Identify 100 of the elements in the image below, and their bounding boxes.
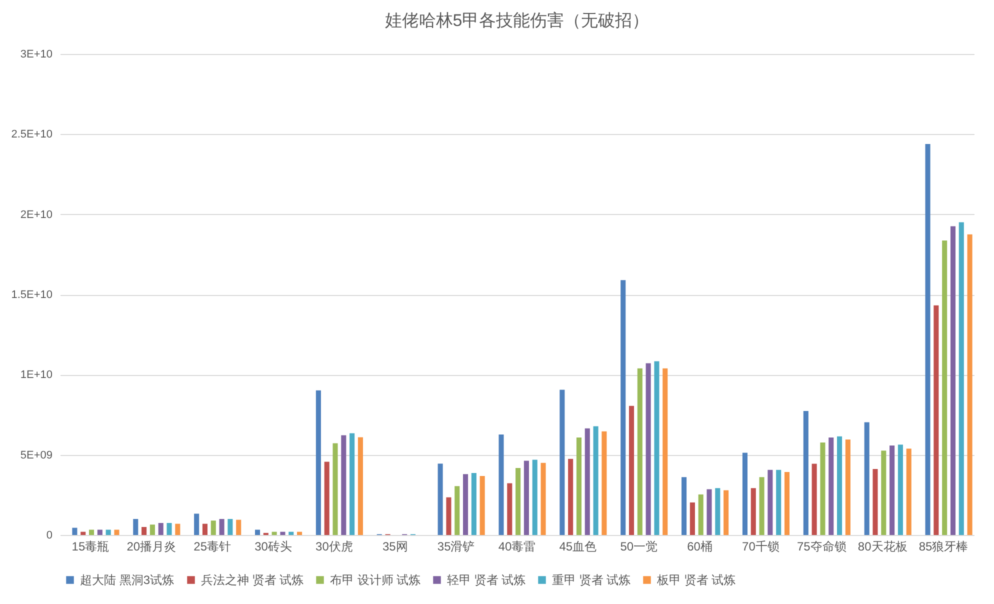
bar: [341, 435, 346, 535]
chart-title: 娃佬哈林5甲各技能伤害（无破招）: [384, 11, 650, 30]
bar: [750, 488, 756, 535]
bar: [297, 532, 302, 535]
bar: [454, 486, 460, 535]
bar: [219, 518, 224, 535]
bar: [175, 524, 180, 535]
x-tick-label: 30砖头: [254, 540, 292, 554]
x-tick-label: 45血色: [559, 540, 597, 554]
bar: [202, 524, 208, 535]
bar: [950, 226, 956, 535]
bar: [288, 532, 294, 535]
y-tick-label: 2.5E+10: [11, 128, 52, 141]
bar: [864, 422, 870, 535]
bar: [628, 406, 634, 535]
bar: [228, 518, 233, 535]
bar: [194, 514, 200, 535]
x-tick-label: 60桶: [687, 540, 712, 554]
bar: [150, 524, 155, 535]
bar: [759, 477, 764, 535]
legend-label: 布甲 设计师 试炼: [330, 573, 421, 587]
x-tick-label: 75夺命锁: [796, 540, 846, 554]
bar: [890, 446, 895, 535]
bar: [524, 460, 529, 535]
bar: [446, 497, 452, 535]
x-tick-label: 85狼牙棒: [918, 540, 968, 554]
bar: [97, 530, 102, 535]
bar: [316, 390, 321, 535]
bar: [934, 305, 939, 535]
bar: [166, 522, 172, 535]
legend-label: 板甲 贤者 试炼: [656, 573, 736, 587]
bar: [498, 434, 504, 535]
bar: [881, 450, 886, 535]
bar: [942, 240, 948, 535]
bar: [114, 530, 120, 535]
bar: [332, 443, 338, 535]
bar: [540, 462, 546, 535]
bar: [350, 433, 355, 535]
bar: [584, 428, 590, 535]
x-tick-label: 40毒雷: [498, 540, 536, 554]
x-tick-label: 70千锁: [742, 540, 780, 554]
bar: [568, 458, 574, 535]
bar: [706, 489, 712, 535]
bar: [724, 490, 729, 535]
bar: [828, 438, 834, 535]
legend-label: 兵法之神 贤者 试炼: [201, 573, 304, 587]
bar: [463, 474, 468, 535]
x-tick-label: 35滑铲: [437, 540, 475, 554]
bar: [776, 470, 782, 535]
bar: [576, 438, 582, 535]
bar: [845, 439, 850, 535]
y-tick-label: 3E+10: [20, 48, 52, 60]
bar: [358, 437, 363, 535]
bar: [967, 234, 972, 535]
x-tick-label: 30伏虎: [316, 540, 353, 554]
bar: [280, 532, 286, 535]
bar: [272, 532, 277, 535]
bar: [768, 470, 773, 535]
bar: [690, 502, 695, 535]
bar: [925, 144, 930, 535]
bar: [236, 520, 242, 535]
x-tick-label: 35网: [382, 540, 408, 554]
bar: [602, 431, 607, 535]
bar: [682, 477, 687, 535]
bar: [106, 530, 111, 535]
bar: [662, 368, 668, 535]
bar: [532, 460, 538, 535]
bar: [72, 528, 78, 535]
bar: [507, 483, 512, 535]
bar: [254, 530, 260, 535]
bar: [958, 222, 964, 535]
y-tick-label: 5E+09: [20, 449, 52, 462]
bar: [80, 532, 86, 535]
bar: [906, 448, 912, 535]
bar: [516, 468, 521, 535]
bar: [158, 522, 164, 535]
x-tick-label: 80天花板: [858, 540, 908, 554]
bar: [471, 472, 476, 535]
bar: [837, 436, 842, 535]
bar: [898, 444, 903, 535]
legend-label: 超大陆 黑洞3试炼: [80, 573, 174, 587]
legend-label: 轻甲 贤者 试炼: [447, 573, 526, 587]
bar: [593, 426, 598, 535]
bar: [88, 530, 94, 535]
bar: [872, 468, 878, 535]
x-tick-label: 20播月炎: [126, 540, 176, 554]
x-tick-label: 25毒针: [194, 540, 232, 554]
y-tick-label: 1E+10: [20, 369, 52, 382]
bar: [480, 476, 485, 535]
bar: [133, 518, 138, 535]
y-tick-label: 1.5E+10: [11, 289, 52, 301]
bar: [324, 462, 330, 535]
y-tick-label: 2E+10: [20, 208, 52, 221]
bar: [654, 361, 660, 535]
bar: [742, 452, 748, 535]
bar: [698, 494, 704, 535]
legend-label: 重甲 贤者 试炼: [552, 573, 631, 587]
bar: [803, 411, 808, 535]
bar: [637, 368, 642, 535]
bar: [646, 363, 651, 535]
